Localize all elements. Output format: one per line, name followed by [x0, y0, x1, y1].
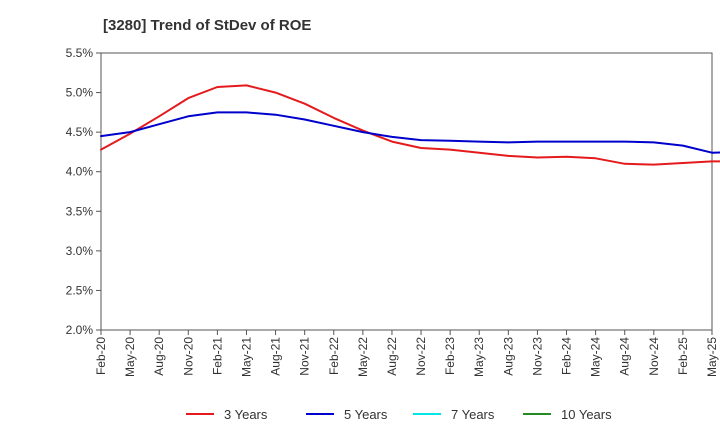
- y-tick-label: 4.0%: [66, 165, 94, 179]
- legend-label: 3 Years: [224, 407, 268, 422]
- series-line-5-years: [100, 111, 720, 154]
- x-tick-label: Aug-20: [152, 337, 166, 376]
- x-tick-label: Nov-20: [181, 337, 195, 376]
- plot-area-frame: [100, 52, 713, 331]
- x-tick-label: Nov-21: [298, 337, 312, 376]
- x-tick-label: Feb-20: [94, 337, 108, 375]
- x-tick-label: Aug-22: [385, 337, 399, 376]
- chart-title: [3280] Trend of StDev of ROE: [103, 17, 311, 34]
- x-tick-label: Aug-24: [618, 337, 632, 376]
- x-tick-label: Feb-23: [443, 337, 457, 375]
- x-tick-label: Feb-24: [560, 337, 574, 375]
- x-tick-label: Nov-24: [647, 337, 661, 376]
- x-tick-label: Feb-22: [327, 337, 341, 375]
- y-tick-label: 3.5%: [66, 204, 94, 218]
- y-tick-label: 3.0%: [66, 244, 94, 258]
- x-tick-label: Aug-21: [269, 337, 283, 376]
- legend-label: 10 Years: [561, 407, 612, 422]
- x-tick-label: Nov-23: [530, 337, 544, 376]
- legend-label: 7 Years: [451, 407, 495, 422]
- series-line-3-years: [100, 84, 720, 166]
- x-tick-label: May-23: [472, 337, 486, 377]
- y-tick-label: 4.5%: [66, 125, 94, 139]
- y-tick-label: 2.5%: [66, 283, 94, 297]
- y-tick-label: 2.0%: [66, 323, 94, 337]
- x-tick-label: May-20: [123, 337, 137, 377]
- x-tick-label: May-24: [589, 337, 603, 377]
- y-tick-label: 5.5%: [66, 46, 94, 60]
- x-tick-label: Nov-22: [414, 337, 428, 376]
- x-tick-label: Aug-23: [501, 337, 515, 376]
- x-tick-label: Feb-21: [210, 337, 224, 375]
- x-tick-label: May-21: [239, 337, 253, 377]
- y-tick-label: 5.0%: [66, 86, 94, 100]
- x-tick-label: May-22: [356, 337, 370, 377]
- x-tick-label: Feb-25: [676, 337, 690, 375]
- legend-label: 5 Years: [344, 407, 388, 422]
- x-tick-label: May-25: [705, 337, 719, 377]
